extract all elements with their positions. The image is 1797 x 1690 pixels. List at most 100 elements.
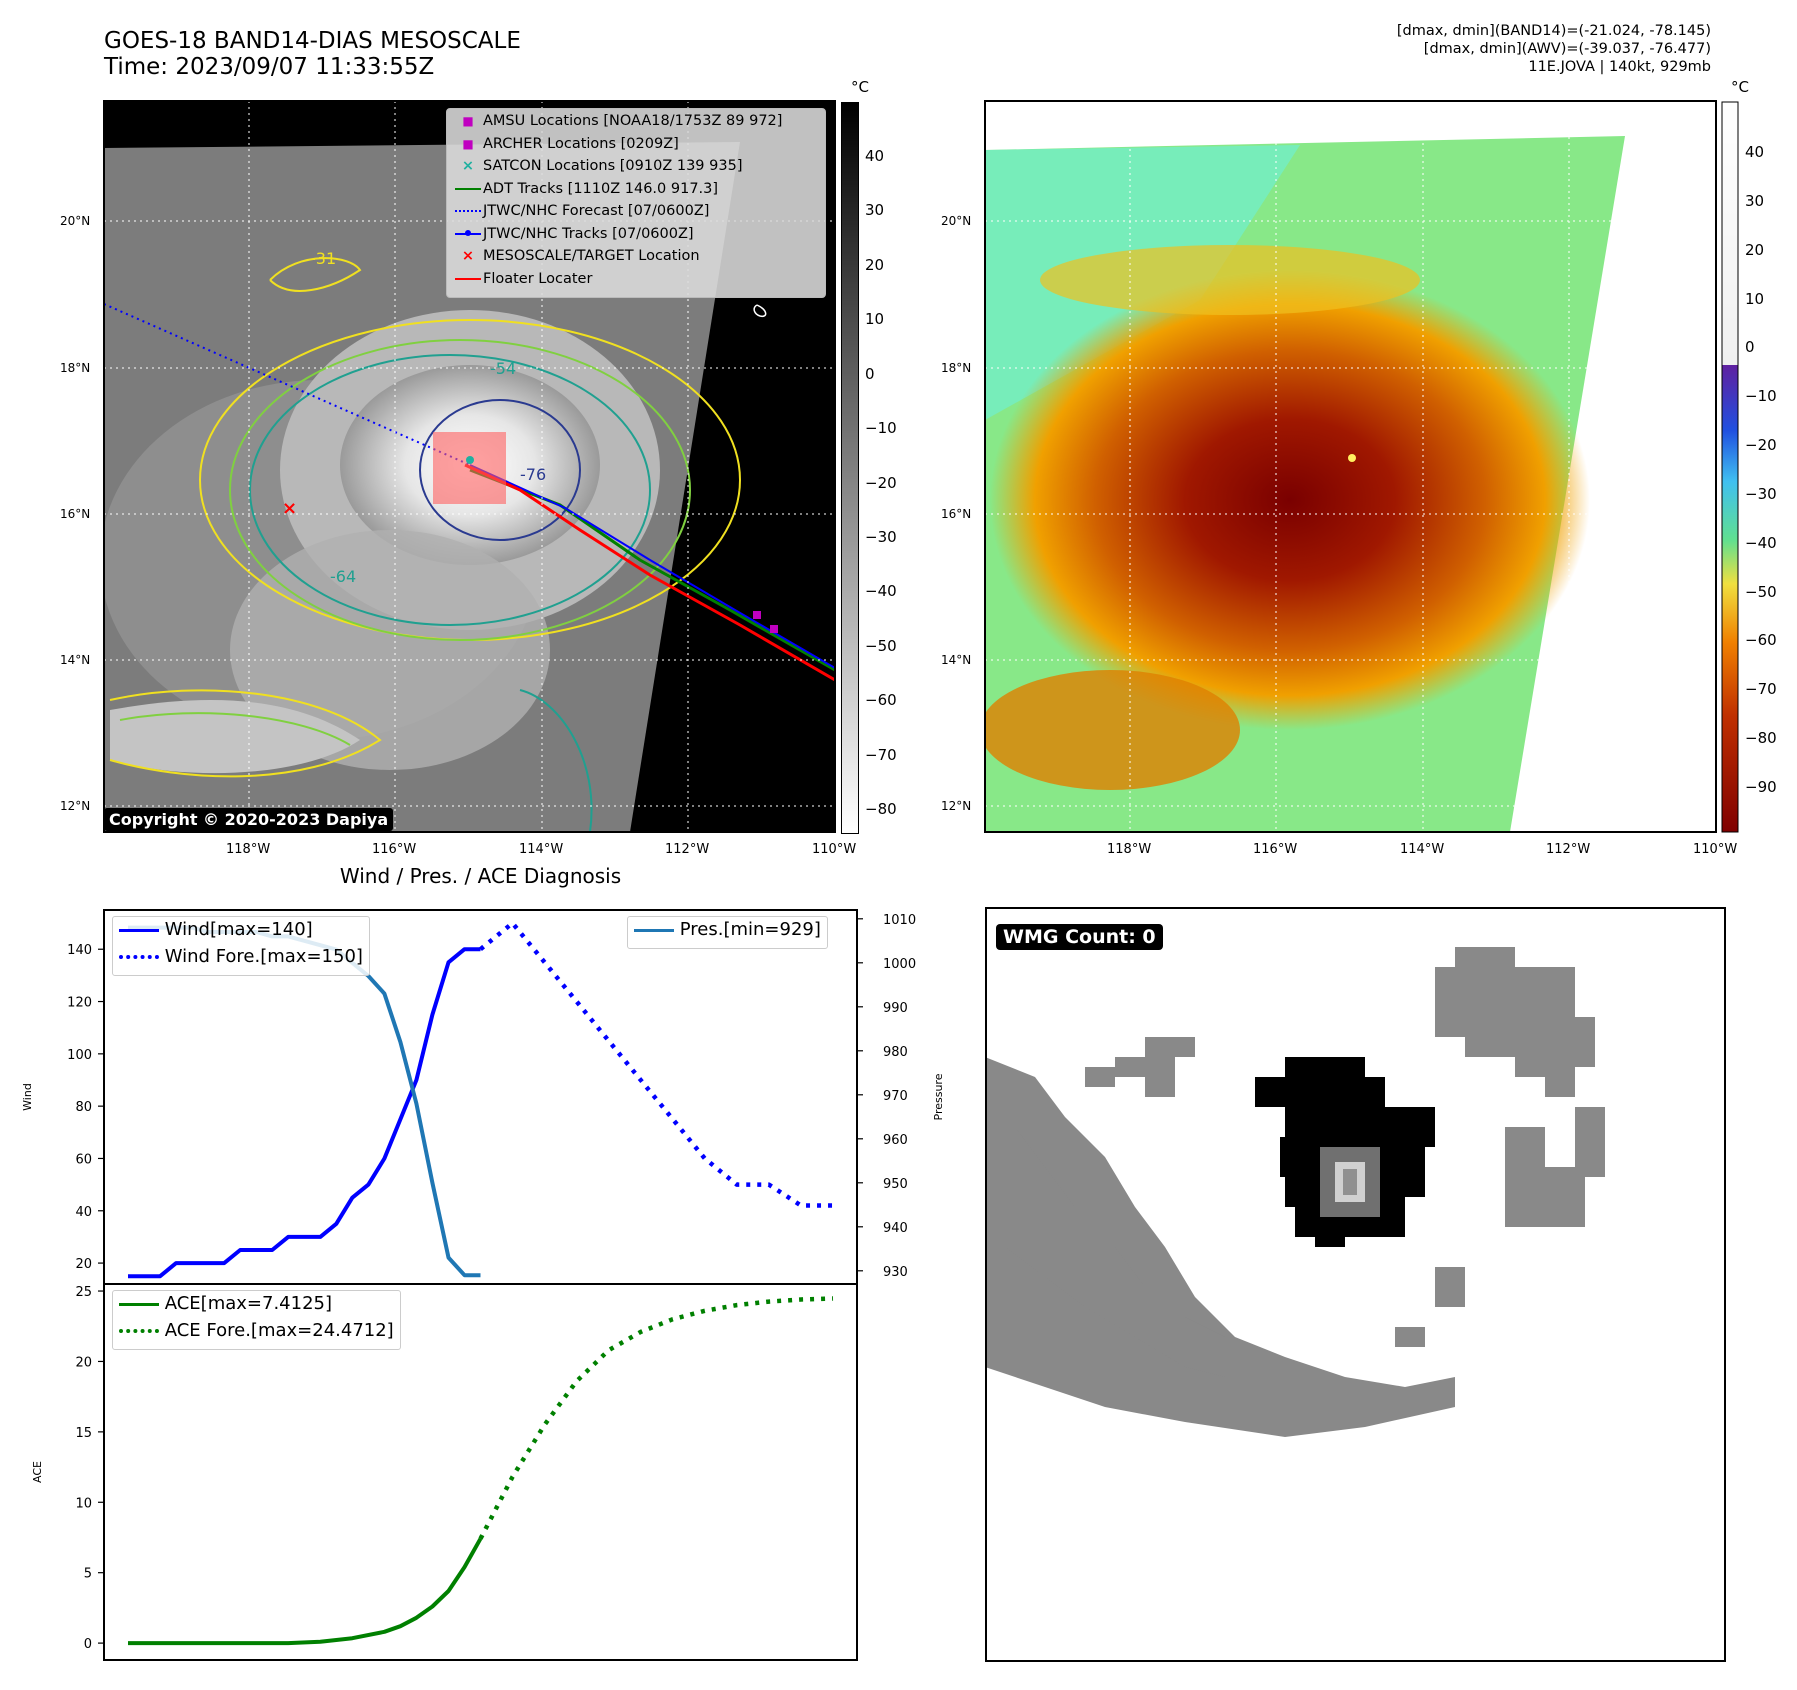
info-line-3: 11E.JOVA | 140kt, 929mb — [1528, 59, 1711, 75]
color-colorbar-tick-label: −10 — [1745, 387, 1777, 406]
gray-colorbar-tick-label: 20 — [865, 255, 885, 274]
color-colorbar-tick-label: −20 — [1745, 436, 1777, 455]
color-colorbar-tick-label: 20 — [1745, 240, 1765, 259]
line-marker-icon — [453, 187, 483, 190]
color-colorbar-tick-label: −30 — [1745, 484, 1777, 503]
color-colorbar-tick-label: −70 — [1745, 680, 1777, 699]
y-tick-label: 20 — [75, 1257, 92, 1272]
1f77b4-series-line — [128, 925, 481, 1278]
y-tick-label: 0 — [84, 1637, 92, 1652]
map2-gridlines — [985, 101, 1716, 832]
gray-colorbar-tick-label: −10 — [865, 419, 897, 438]
legend-wind: Wind[max=140] — [119, 919, 363, 946]
gray-colorbar-tick-label: 40 — [865, 147, 885, 165]
legend-wind-fore: Wind Fore.[max=150] — [119, 946, 363, 973]
pressure-legend: Pres.[min=929] — [627, 916, 828, 949]
legend-item-adt: ADT Tracks [1110Z 146.0 917.3] — [453, 181, 819, 204]
square-marker-icon: ■ — [462, 136, 474, 151]
y2-tick-label: 1000 — [883, 957, 916, 972]
enhanced-ir-imagery — [985, 101, 1716, 832]
dotted-line-icon — [119, 955, 159, 959]
color-colorbar-tick-label: −60 — [1745, 631, 1777, 650]
ir-imagery: × — [104, 101, 835, 832]
copyright-label: Copyright © 2020-2023 Dapiya — [104, 808, 394, 831]
color-colorbar-tick-label: −80 — [1745, 729, 1777, 748]
legend-label: JTWC/NHC Tracks [07/0600Z] — [483, 225, 694, 242]
solid-line-icon — [634, 928, 674, 932]
legend-item-floater: Floater Locater — [453, 271, 819, 294]
contour-label-31: -31 — [310, 249, 336, 268]
solid-line-icon — [119, 1302, 159, 1306]
wmg-count-badge: WMG Count: 0 — [996, 924, 1163, 950]
legend-item-amsu: ■ AMSU Locations [NOAA18/1753Z 89 972] — [453, 113, 819, 136]
plot-frame — [103, 1283, 858, 1661]
y-tick-label: 10 — [75, 1496, 92, 1511]
color-colorbar-tick-label: −50 — [1745, 582, 1777, 601]
square-marker-icon: ■ — [462, 114, 474, 128]
color-map-panel — [984, 100, 1739, 833]
0000ff-series-line — [128, 947, 481, 1279]
title-line-2: Time: 2023/09/07 11:33:55Z — [104, 54, 435, 80]
color-colorbar-tick-label: 0 — [1745, 338, 1755, 357]
gray-colorbar-tick-label: −80 — [865, 800, 897, 818]
y2-tick-label: 950 — [883, 1177, 908, 1192]
forecast-008000-series-line — [478, 1296, 834, 1540]
y2-tick-label: 990 — [883, 1001, 908, 1016]
color-colorbar — [1721, 101, 1739, 833]
map-legend: ■ AMSU Locations [NOAA18/1753Z 89 972] ■ A… — [446, 108, 826, 298]
diagnosis-chart: 20406080100120140Wind9309409509609709809… — [21, 909, 945, 1661]
gray-colorbar-tick-label: −50 — [865, 636, 897, 655]
intensity-info: [dmax, dmin](BAND14)=(-21.024, -78.145) … — [1397, 22, 1711, 76]
y-tick-label: 140 — [67, 943, 92, 958]
wmg-gray-pixels — [985, 947, 1605, 1437]
legend-label: MESOSCALE/TARGET Location — [483, 248, 700, 264]
legend-label: SATCON Locations [0910Z 139 935] — [483, 158, 743, 174]
008000-series-line — [128, 1537, 483, 1646]
gray-colorbar-tick-label: −70 — [865, 745, 897, 764]
y-axis-label: ACE — [31, 1461, 44, 1483]
line-marker-icon — [453, 277, 483, 280]
contour-label-76: -76 — [520, 465, 546, 484]
gray-colorbar — [841, 102, 859, 834]
y2-tick-label: 980 — [883, 1045, 908, 1060]
gray-colorbar-tick-label: −40 — [865, 582, 897, 601]
gray-colorbar-tick-label: −30 — [865, 527, 897, 546]
color-colorbar-tick-label: 30 — [1745, 191, 1765, 210]
info-line-2: [dmax, dmin](AWV)=(-39.037, -76.477) — [1423, 41, 1711, 57]
legend-ace: ACE[max=7.4125] — [119, 1293, 394, 1320]
y-tick-label: 40 — [75, 1205, 92, 1220]
y2-tick-label: 1010 — [883, 913, 916, 928]
legend-item-forecast: JTWC/NHC Forecast [07/0600Z] — [453, 203, 819, 226]
color-colorbar-unit: °C — [1731, 78, 1749, 96]
gray-colorbar-tick-label: −20 — [865, 473, 897, 492]
legend-item-archer: ■ ARCHER Locations [0209Z] — [453, 136, 819, 159]
diagnosis-title: Wind / Pres. / ACE Diagnosis — [339, 864, 622, 888]
ace-legend-label: ACE[max=7.4125] — [164, 1293, 332, 1314]
wind-legend: Wind[max=140] Wind Fore.[max=150] — [112, 916, 370, 976]
legend-item-satcon: × SATCON Locations [0910Z 139 935] — [453, 158, 819, 181]
y-tick-label: 80 — [75, 1100, 92, 1115]
solid-line-icon — [119, 928, 159, 932]
legend-label: Floater Locater — [483, 270, 593, 287]
legend-item-tracks: JTWC/NHC Tracks [07/0600Z] — [453, 226, 819, 249]
y2-tick-label: 930 — [883, 1265, 908, 1280]
y-tick-label: 120 — [67, 996, 92, 1011]
y-tick-label: 25 — [75, 1285, 92, 1300]
line-dot-marker-icon — [453, 229, 483, 236]
contour-label-54: -54 — [490, 359, 516, 378]
gray-colorbar-tick-label: 10 — [865, 310, 885, 329]
figure-title: GOES-18 BAND14-DIAS MESOSCALE Time: 2023… — [104, 28, 521, 80]
color-colorbar-tick-label: −40 — [1745, 533, 1777, 552]
y-tick-label: 5 — [84, 1567, 92, 1582]
legend-label: ARCHER Locations [0209Z] — [483, 135, 679, 152]
y-tick-label: 20 — [75, 1355, 92, 1370]
color-colorbar-tick-label: 40 — [1745, 143, 1765, 161]
x-marker-icon: × — [461, 158, 475, 174]
wind-fore-legend-label: Wind Fore.[max=150] — [164, 946, 363, 967]
ace-fore-legend-label: ACE Fore.[max=24.4712] — [164, 1320, 394, 1341]
ace-plot: 0 5 10 15 20 25 ACE — [31, 1283, 858, 1661]
legend-label: JTWC/NHC Forecast [07/0600Z] — [483, 203, 710, 219]
color-colorbar-tick-label: 10 — [1745, 289, 1765, 308]
y2-tick-label: 940 — [883, 1221, 908, 1236]
ace-legend: ACE[max=7.4125] ACE Fore.[max=24.4712] — [112, 1290, 401, 1350]
